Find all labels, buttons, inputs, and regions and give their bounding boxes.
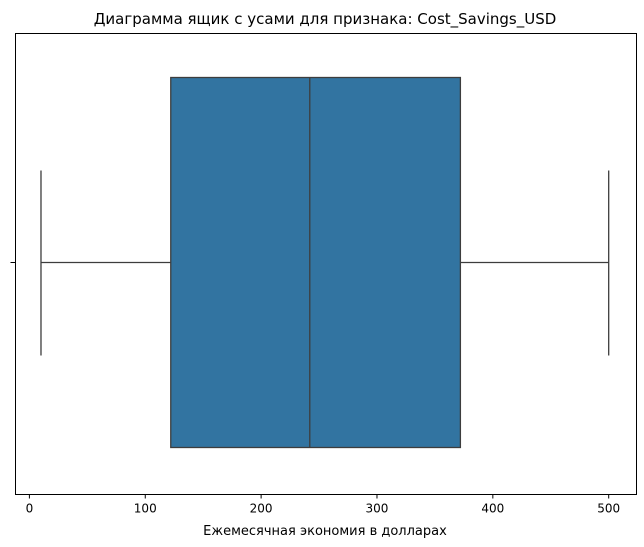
x-tick-label: 200	[250, 502, 273, 516]
x-tick-label: 500	[597, 502, 620, 516]
chart-title: Диаграмма ящик с усами для признака: Cos…	[94, 10, 557, 29]
x-tick-label: 0	[26, 502, 34, 516]
plot-area-frame	[15, 33, 637, 495]
x-tick-label: 300	[366, 502, 389, 516]
x-tick-label: 400	[481, 502, 504, 516]
x-axis-label: Ежемесячная экономия в долларах	[203, 524, 447, 539]
x-tick-label: 100	[134, 502, 157, 516]
iqr-box	[170, 76, 462, 449]
